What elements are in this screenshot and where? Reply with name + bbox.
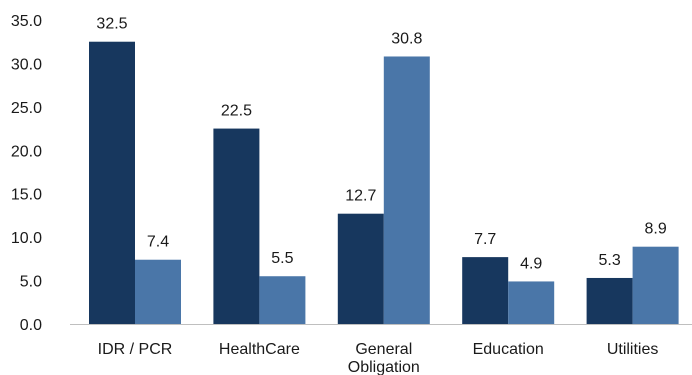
data-label: 30.8 bbox=[391, 30, 422, 47]
y-tick-label: 25.0 bbox=[11, 100, 42, 117]
bar bbox=[213, 128, 260, 324]
data-label: 5.3 bbox=[598, 252, 620, 269]
bar bbox=[259, 276, 306, 324]
y-tick-label: 10.0 bbox=[11, 230, 42, 247]
data-label: 22.5 bbox=[221, 103, 252, 120]
bar bbox=[586, 277, 633, 324]
bar bbox=[462, 257, 509, 324]
x-tick-label: Education bbox=[473, 341, 544, 358]
y-tick-label: 30.0 bbox=[11, 56, 42, 73]
x-tick-label: Utilities bbox=[607, 341, 659, 358]
data-label: 8.9 bbox=[644, 221, 666, 238]
bar bbox=[508, 281, 555, 324]
data-label: 7.7 bbox=[474, 231, 496, 248]
bar bbox=[383, 56, 430, 324]
y-tick-label: 20.0 bbox=[11, 143, 42, 160]
y-tick-label: 0.0 bbox=[20, 317, 42, 334]
x-tick-label: General bbox=[355, 341, 412, 358]
data-label: 4.9 bbox=[520, 255, 542, 272]
x-tick-label: HealthCare bbox=[219, 341, 300, 358]
bar bbox=[337, 213, 384, 324]
y-tick-label: 5.0 bbox=[20, 274, 42, 291]
bar bbox=[89, 41, 135, 324]
y-tick-label: 35.0 bbox=[11, 13, 42, 30]
data-label: 5.5 bbox=[271, 250, 293, 267]
data-label: 32.5 bbox=[96, 16, 127, 33]
x-tick-label: Obligation bbox=[348, 359, 420, 375]
x-tick-label: IDR / PCR bbox=[98, 341, 173, 358]
data-label: 7.4 bbox=[147, 234, 169, 251]
bar bbox=[632, 246, 679, 324]
data-label: 12.7 bbox=[345, 188, 376, 205]
bar bbox=[135, 259, 181, 324]
y-tick-label: 15.0 bbox=[11, 187, 42, 204]
